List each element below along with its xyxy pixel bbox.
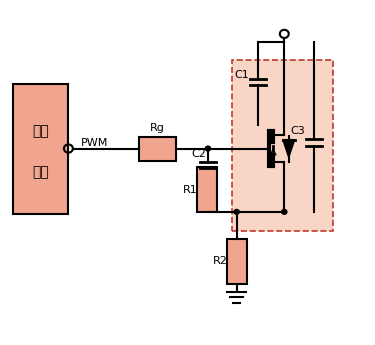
Text: R1: R1: [183, 185, 198, 195]
Text: 芯片: 芯片: [32, 166, 49, 179]
Circle shape: [282, 209, 287, 214]
Bar: [232, 60, 333, 231]
Circle shape: [234, 209, 239, 214]
Bar: [12, 83, 68, 214]
Text: C3: C3: [290, 126, 305, 136]
Polygon shape: [283, 140, 295, 157]
Text: Rg: Rg: [150, 123, 165, 133]
Bar: [197, 167, 217, 212]
Circle shape: [206, 146, 211, 151]
Text: 电源: 电源: [32, 125, 49, 138]
Text: C1: C1: [234, 70, 249, 80]
Text: R2: R2: [213, 256, 227, 266]
Text: C2: C2: [191, 149, 206, 159]
Bar: [226, 239, 247, 284]
Bar: [139, 137, 176, 160]
Text: PWM: PWM: [81, 138, 108, 148]
